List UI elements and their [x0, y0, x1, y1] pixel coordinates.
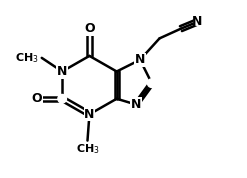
Circle shape — [58, 67, 66, 76]
Text: O: O — [32, 92, 42, 105]
Circle shape — [132, 100, 141, 109]
Text: O: O — [84, 22, 95, 35]
Text: N: N — [131, 98, 141, 111]
Text: CH$_3$: CH$_3$ — [76, 143, 99, 156]
Circle shape — [136, 56, 144, 64]
Circle shape — [85, 110, 94, 119]
Text: CH$_3$: CH$_3$ — [15, 51, 39, 65]
Text: N: N — [57, 65, 67, 78]
Circle shape — [85, 24, 94, 33]
Circle shape — [33, 95, 41, 103]
Circle shape — [194, 18, 201, 25]
Text: N: N — [84, 108, 95, 121]
Circle shape — [147, 79, 156, 87]
Text: N: N — [192, 15, 203, 28]
Text: N: N — [135, 53, 145, 66]
Circle shape — [58, 95, 66, 103]
